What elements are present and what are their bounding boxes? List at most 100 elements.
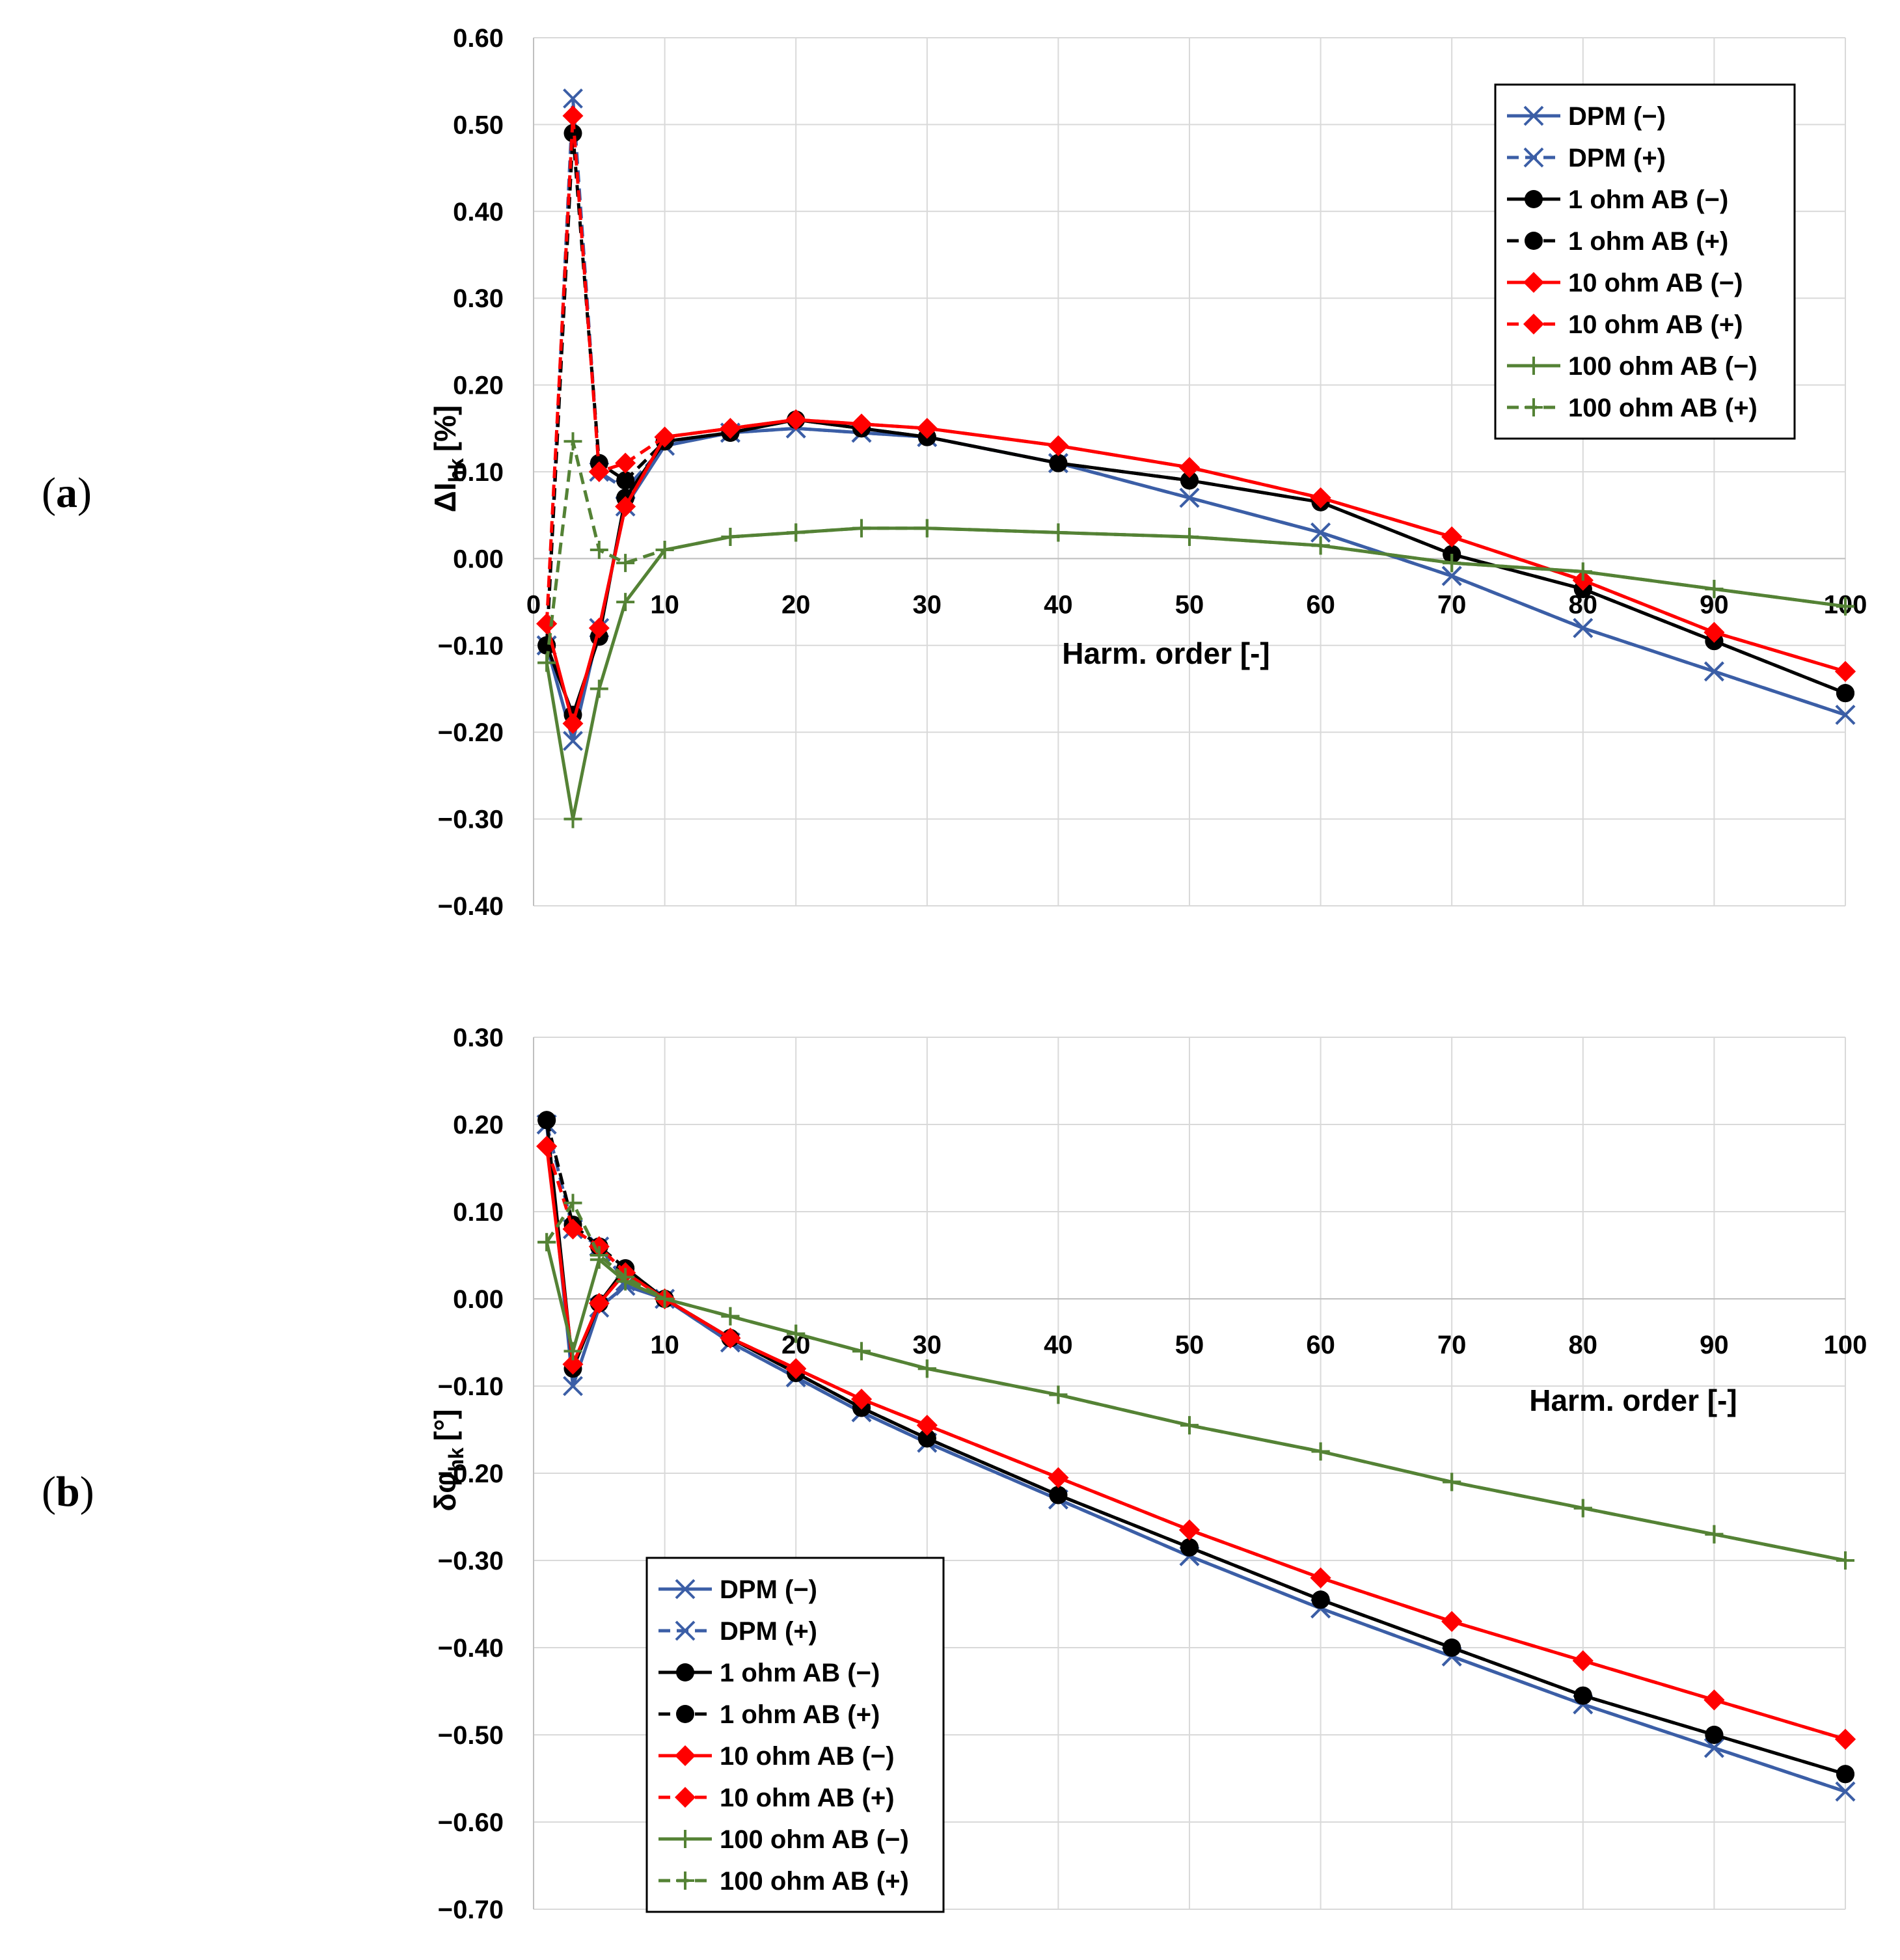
data-point-100-ohm-ab (721, 528, 740, 547)
series-line-100-ohm-ab (545, 439, 1846, 663)
y-tick-label: 0.30 (453, 284, 504, 313)
data-point-100-ohm-ab (1049, 523, 1068, 542)
data-point-100-ohm-ab (787, 523, 806, 542)
data-point-10-ohm-ab (588, 618, 610, 639)
data-point-10-ohm-ab (1310, 487, 1331, 509)
data-point-10-ohm-ab (615, 496, 636, 517)
legend-entry-1-ohm-ab: 1 ohm AB (+) (1507, 227, 1728, 256)
data-point-100-ohm-ab (1180, 528, 1199, 547)
y-tick-label: 0.50 (453, 111, 504, 139)
data-point-100-ohm-ab (1836, 597, 1854, 616)
legend-label: 10 ohm AB (−) (1568, 269, 1743, 297)
data-point-10-ohm-ab (1703, 621, 1725, 643)
data-point-dpm (1310, 522, 1331, 543)
data-point-100-ohm-ab (917, 519, 936, 538)
y-axis-title-main: ΔI (428, 483, 462, 513)
data-point-100-ohm-ab (563, 432, 582, 451)
data-point-100-ohm-ab (616, 593, 635, 612)
data-point-10-ohm-ab (1179, 457, 1200, 478)
legend-marker (1525, 232, 1543, 250)
y-axis-title-unit: [%] (428, 405, 462, 452)
data-point-10-ohm-ab (615, 452, 636, 474)
data-point-10-ohm-ab (851, 413, 872, 435)
y-tick-label: 0.10 (453, 458, 504, 487)
legend-label: 1 ohm AB (+) (1568, 227, 1728, 256)
y-tick-label: −0.10 (438, 632, 504, 660)
panel-label-a: (a) (42, 469, 92, 517)
data-point-10-ohm-ab (1835, 660, 1856, 682)
data-point-dpm (563, 731, 583, 751)
y-tick-label: −0.40 (438, 892, 504, 921)
data-point-10-ohm-ab (1441, 526, 1463, 548)
data-point-dpm (1441, 565, 1462, 586)
panel-label-b: (b) (42, 1468, 94, 1516)
x-tick-label: 40 (1044, 590, 1073, 619)
data-point-dpm (1703, 661, 1724, 682)
legend-marker (1523, 314, 1544, 334)
y-axis-title-a: ΔIhk [%] (428, 405, 468, 513)
legend-label: 10 ohm AB (+) (1568, 310, 1743, 339)
data-point-10-ohm-ab (785, 409, 807, 430)
y-tick-label: 0.00 (453, 545, 504, 573)
data-point-100-ohm-ab (616, 554, 635, 573)
x-tick-label: 20 (781, 590, 811, 619)
y-tick-label: −0.20 (438, 718, 504, 747)
legend-marker (1523, 105, 1544, 126)
legend-entry-10-ohm-ab: 10 ohm AB (−) (1507, 269, 1743, 297)
series-line-100-ohm-ab (545, 526, 1846, 821)
data-point-10-ohm-ab (916, 418, 938, 439)
legend-entry-10-ohm-ab: 10 ohm AB (+) (1507, 310, 1743, 339)
data-point-dpm (1835, 705, 1856, 725)
data-point-100-ohm-ab (563, 810, 582, 828)
data-point-1-ohm-ab (1049, 454, 1068, 472)
legend-marker (1525, 398, 1543, 416)
data-point-dpm (563, 88, 583, 109)
y-tick-label: 0.40 (453, 198, 504, 226)
data-point-100-ohm-ab (1311, 536, 1330, 555)
legend-label: DPM (−) (1568, 102, 1666, 131)
data-point-dpm (1179, 487, 1200, 508)
x-axis-title-a: Harm. order [-] (1062, 636, 1269, 670)
legend-entry-100-ohm-ab: 100 ohm AB (+) (1507, 394, 1758, 422)
y-axis-title-sub: hk (444, 458, 468, 483)
series-line-1-ohm-ab (545, 131, 1846, 695)
data-point-100-ohm-ab (1573, 562, 1592, 581)
legend-marker (1525, 190, 1543, 208)
data-point-10-ohm-ab (654, 426, 675, 448)
legend-entry-100-ohm-ab: 100 ohm AB (−) (1507, 352, 1758, 381)
x-tick-label: 60 (1306, 590, 1335, 619)
data-point-10-ohm-ab (562, 713, 584, 734)
legend-label: DPM (+) (1568, 144, 1666, 172)
data-point-100-ohm-ab (852, 519, 871, 538)
series-line-dpm (545, 96, 1846, 716)
legend-entry-1-ohm-ab: 1 ohm AB (−) (1507, 185, 1728, 214)
y-tick-label: 0.60 (453, 24, 504, 53)
series-10-ohm-ab (536, 409, 1856, 734)
data-point-1-ohm-ab (1836, 684, 1854, 703)
series-100-ohm-ab (537, 432, 1854, 672)
legend-marker (1523, 147, 1544, 168)
data-point-1-ohm-ab (616, 471, 635, 490)
legend-entry-dpm: DPM (−) (1507, 102, 1666, 131)
series-100-ohm-ab (537, 519, 1854, 828)
data-point-100-ohm-ab (590, 679, 608, 698)
series-10-ohm-ab (536, 105, 1856, 682)
data-point-10-ohm-ab (720, 418, 741, 439)
y-tick-label: 0.20 (453, 372, 504, 400)
series-1-ohm-ab (537, 410, 1854, 724)
legend-box-a (1494, 83, 1796, 440)
data-point-100-ohm-ab (590, 541, 608, 560)
x-tick-label: 30 (913, 590, 942, 619)
data-point-10-ohm-ab (562, 105, 584, 127)
x-tick-label: 0 (526, 590, 541, 619)
data-point-dpm (1573, 618, 1594, 638)
data-point-1-ohm-ab (563, 124, 582, 143)
data-point-1-ohm-ab (1180, 471, 1199, 490)
x-tick-label: 10 (650, 590, 679, 619)
series-line-10-ohm-ab (545, 114, 1846, 674)
x-tick-label: 70 (1437, 590, 1467, 619)
data-point-100-ohm-ab (655, 541, 674, 560)
x-tick-label: 50 (1175, 590, 1204, 619)
legend-entry-dpm: DPM (+) (1507, 144, 1666, 172)
